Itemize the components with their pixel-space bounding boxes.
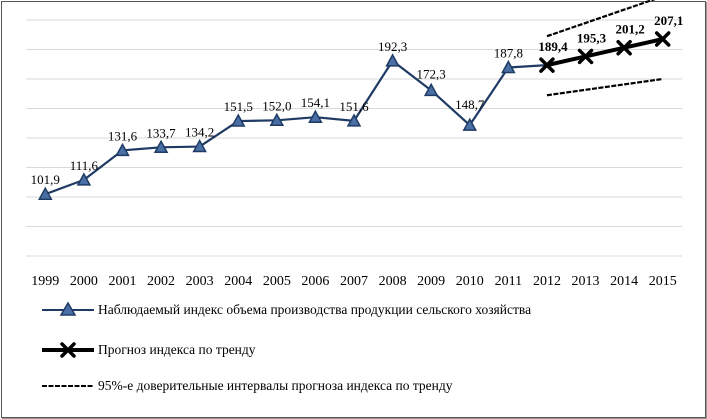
observed-data-label: 134,2 xyxy=(185,125,214,140)
observed-point xyxy=(346,113,362,127)
x-tick-label: 2000 xyxy=(70,274,98,289)
x-tick-label: 1999 xyxy=(31,274,59,289)
observed-point xyxy=(38,186,53,200)
observed-data-label: 133,7 xyxy=(146,125,176,140)
observed-point xyxy=(115,142,130,157)
legend-forecast-label: Прогноз индекса по тренду xyxy=(98,342,256,357)
x-tick-label: 2002 xyxy=(147,274,175,289)
observed-point xyxy=(76,172,92,186)
forecast-data-label: 189,4 xyxy=(538,39,568,54)
observed-data-label: 151,5 xyxy=(224,99,253,114)
observed-point xyxy=(501,59,516,74)
forecast-point xyxy=(577,48,594,65)
legend-observed-swatch xyxy=(42,301,94,316)
observed-data-label: 131,6 xyxy=(108,128,138,143)
legend-forecast-swatch xyxy=(42,342,94,358)
observed-data-label: 172,3 xyxy=(417,66,446,81)
observed-data-label: 151,6 xyxy=(339,99,369,114)
observed-point xyxy=(192,138,207,153)
forecast-point xyxy=(539,57,555,73)
observed-series-line xyxy=(44,59,548,196)
x-tick-label: 2005 xyxy=(263,274,291,289)
observed-data-label: 148,7 xyxy=(455,97,485,112)
observed-data-label: 111,6 xyxy=(70,158,99,173)
x-tick-label: 2007 xyxy=(340,274,368,289)
observed-point xyxy=(462,117,478,131)
legend-observed-label: Наблюдаемый индекс объема производства п… xyxy=(98,302,532,317)
legend-item-forecast: Прогноз индекса по тренду xyxy=(40,338,700,362)
observed-point xyxy=(308,109,323,123)
x-tick-label: 2013 xyxy=(572,274,600,289)
x-tick-label: 2008 xyxy=(379,274,407,289)
observed-data-label: 187,8 xyxy=(494,45,523,60)
x-tick-label: 2009 xyxy=(417,274,445,289)
x-tick-label: 2010 xyxy=(456,274,484,289)
observed-point xyxy=(385,53,400,67)
observed-point xyxy=(230,113,246,127)
observed-point xyxy=(269,112,285,127)
forecast-series-line xyxy=(546,37,664,68)
observed-data-label: 192,3 xyxy=(378,39,407,54)
ci-lower-line xyxy=(546,77,663,97)
x-tick-label: 2006 xyxy=(301,274,329,289)
x-tick-label: 2001 xyxy=(108,274,136,289)
legend-item-observed: Наблюдаемый индекс объема производства п… xyxy=(40,298,700,322)
forecast-point xyxy=(616,39,632,56)
x-tick-label: 2015 xyxy=(649,274,677,289)
x-tick-label: 2014 xyxy=(610,274,638,289)
legend-ci-label: 95%-е доверительные интервалы прогноза и… xyxy=(98,378,453,393)
observed-data-label: 154,1 xyxy=(301,95,330,110)
x-tick-label: 2011 xyxy=(495,274,522,289)
observed-data-label: 152,0 xyxy=(262,98,291,113)
observed-point xyxy=(423,82,439,97)
observed-data-label: 101,9 xyxy=(31,172,60,187)
forecast-data-label: 195,3 xyxy=(577,30,607,45)
observed-point xyxy=(153,139,169,154)
ci-upper-line xyxy=(546,0,656,38)
x-tick-label: 2004 xyxy=(224,274,252,289)
legend-ci-swatch xyxy=(42,385,94,387)
forecast-point xyxy=(654,31,671,47)
x-tick-label: 2012 xyxy=(533,274,561,289)
forecast-data-label: 201,2 xyxy=(615,22,644,37)
x-tick-label: 2003 xyxy=(186,274,214,289)
legend-item-ci: 95%-е доверительные интервалы прогноза и… xyxy=(40,374,700,398)
forecast-data-label: 207,1 xyxy=(654,13,683,28)
